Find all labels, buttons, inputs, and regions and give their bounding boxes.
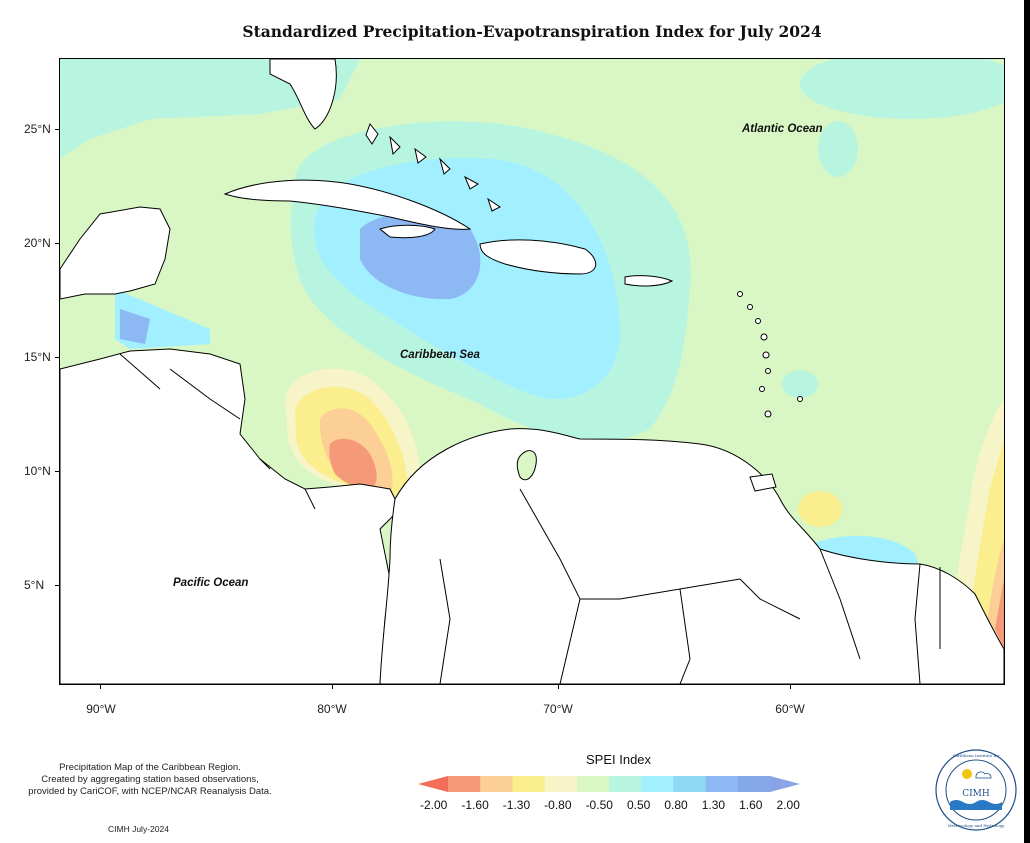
- land-south-america: [379, 428, 1004, 684]
- legend-tick-label: 0.80: [664, 798, 688, 812]
- lon-label-70w: 70°W: [543, 702, 573, 716]
- wet-patch-antilles: [782, 370, 818, 398]
- lat-tick: [55, 129, 60, 130]
- legend-color-cell: [737, 776, 771, 792]
- label-pacific-ocean: Pacific Ocean: [173, 577, 249, 589]
- legend-color-cell: [641, 776, 674, 792]
- lon-label-60w: 60°W: [775, 702, 805, 716]
- legend-tick-label: 0.50: [626, 798, 651, 812]
- legend-color-cell: [480, 776, 513, 792]
- land-florida: [269, 59, 337, 130]
- land-puerto-rico: [624, 275, 674, 287]
- sun-icon: [962, 769, 972, 779]
- label-atlantic-ocean: Atlantic Ocean: [742, 123, 823, 135]
- legend-tick-label: 2.00: [776, 798, 800, 812]
- legend-color-cell: [544, 776, 578, 792]
- wet-patch-atlantic-small: [818, 121, 858, 177]
- land-mexico: [60, 206, 171, 300]
- legend-color-cell: [448, 776, 481, 792]
- lat-label-10n: 10°N: [24, 464, 51, 478]
- cloud-icon: [975, 771, 992, 779]
- lon-tick: [558, 684, 559, 689]
- wet-strip-west-core: [120, 309, 150, 344]
- map-area: Atlantic Ocean Caribbean Sea Pacific Oce…: [59, 58, 1005, 685]
- lake-maracaibo: [516, 450, 537, 481]
- logo-ring-bottom: Meteorology and Hydrology: [948, 823, 1006, 828]
- lat-tick: [55, 357, 60, 358]
- legend-title: SPEI Index: [586, 752, 652, 767]
- legend-tick-label: -0.50: [585, 798, 613, 812]
- legend-tick-label: 1.60: [739, 798, 763, 812]
- footnote-line: provided by CariCOF, with NCEP/NCAR Rean…: [28, 786, 272, 797]
- lon-tick: [332, 684, 333, 689]
- footnote-line: Precipitation Map of the Caribbean Regio…: [59, 762, 241, 773]
- lon-label-80w: 80°W: [317, 702, 347, 716]
- lon-tick: [100, 684, 101, 689]
- lat-tick: [55, 243, 60, 244]
- logo-ring-top: Caribbean Institute for: [953, 753, 1000, 758]
- dry-area-core: [329, 438, 377, 489]
- map-title: Standardized Precipitation-Evapotranspir…: [242, 22, 822, 41]
- legend-color-cell: [512, 776, 546, 792]
- legend-tick-label: -0.80: [544, 798, 572, 812]
- legend-colorbar: [418, 776, 800, 792]
- legend-color-cell: [673, 776, 707, 792]
- lat-tick: [55, 471, 60, 472]
- lat-label-20n: 20°N: [24, 236, 51, 250]
- land-jamaica: [378, 224, 436, 239]
- footnote-line: Created by aggregating station based obs…: [41, 774, 259, 785]
- logo-text: CIMH: [962, 789, 990, 799]
- land-hispaniola: [479, 239, 597, 275]
- legend-tick-label: -2.00: [420, 798, 448, 812]
- cimh-logo: CIMH Caribbean Institute for Meteorology…: [935, 749, 1017, 831]
- lat-label-25n: 25°N: [24, 122, 51, 136]
- legend-arrow-low: [418, 776, 448, 792]
- dry-patch-small: [798, 491, 842, 527]
- legend-arrow-high: [770, 776, 800, 792]
- land-bahamas: [365, 122, 501, 212]
- credit-text: CIMH July-2024: [108, 824, 169, 834]
- lon-tick: [790, 684, 791, 689]
- legend-tick-label: -1.30: [502, 798, 531, 812]
- country-borders: [119, 353, 941, 684]
- footnote: Precipitation Map of the Caribbean Regio…: [10, 762, 290, 798]
- legend-tick-label: -1.60: [461, 798, 489, 812]
- wave-icon: [950, 800, 1002, 810]
- wet-patch-gulf: [60, 59, 360, 159]
- land-cuba: [223, 179, 472, 230]
- lat-label-15n: 15°N: [24, 350, 51, 364]
- label-caribbean-sea: Caribbean Sea: [400, 349, 480, 361]
- legend-color-cell: [705, 776, 739, 792]
- legend-color-cell: [609, 776, 642, 792]
- wet-patch-northeast: [800, 59, 1004, 119]
- lat-label-5n: 5°N: [24, 578, 45, 592]
- legend-color-cell: [576, 776, 610, 792]
- land-lesser-antilles: [737, 291, 803, 418]
- land-trinidad: [749, 473, 777, 492]
- dry-strip-east-core: [995, 579, 1004, 649]
- spei-map: [60, 59, 1004, 684]
- lat-tick: [55, 585, 60, 586]
- lon-label-90w: 90°W: [86, 702, 116, 716]
- legend-tick-labels: -2.00 -1.60 -1.30 -0.80 -0.50 0.50 0.80 1.30 1.6…: [420, 798, 800, 812]
- legend-tick-label: 1.30: [701, 798, 726, 812]
